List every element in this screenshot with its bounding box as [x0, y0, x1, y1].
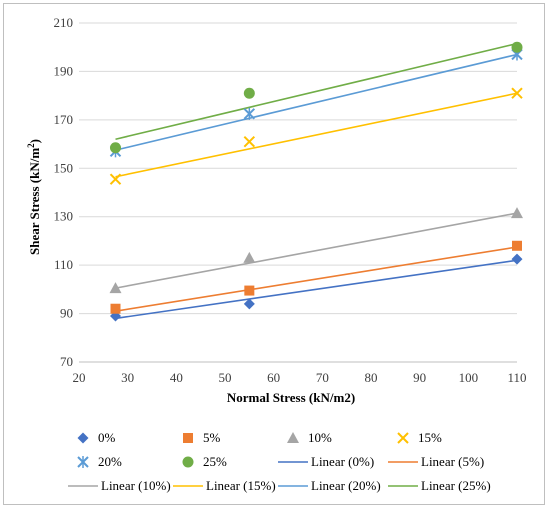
- x-tick-label: 70: [316, 370, 329, 385]
- shear-stress-chart: 70 90 110 130 150 170 190 210 20 30 40 50 60 70 80 90 10…: [26, 15, 527, 493]
- chart-frame: 70 90 110 130 150 170 190 210 20 30 40 50 60 70 80 90 10…: [3, 3, 545, 505]
- data-point: [109, 173, 122, 185]
- legend-label: Linear (10%): [101, 478, 171, 493]
- data-point: [243, 135, 256, 148]
- x-tick-label: 60: [267, 370, 280, 385]
- y-tick-label: 170: [54, 112, 74, 127]
- x-axis-title: Normal Stress (kN/m2): [227, 390, 355, 405]
- grid-lines: [79, 22, 517, 363]
- data-point: [243, 107, 256, 120]
- y-tick-label: 150: [54, 160, 74, 175]
- y-axis-title: Shear Stress (kN/m2): [26, 139, 42, 255]
- legend-marker: [183, 433, 193, 443]
- y-tick-label: 130: [54, 209, 74, 224]
- y-tick-label: 210: [54, 15, 74, 30]
- y-tick-label: 90: [60, 306, 73, 321]
- legend-label: Linear (25%): [421, 478, 491, 493]
- data-point: [511, 253, 523, 265]
- legend-marker: [77, 456, 89, 468]
- data-point: [511, 41, 523, 53]
- x-tick-label: 80: [365, 370, 378, 385]
- y-tick-label: 70: [60, 354, 73, 369]
- x-tick-label: 110: [507, 370, 526, 385]
- data-point: [109, 282, 122, 294]
- trendline: [115, 92, 518, 178]
- trendline: [115, 53, 518, 151]
- trendline: [115, 212, 518, 289]
- data-point: [243, 251, 256, 263]
- legend-marker: [397, 432, 409, 444]
- legend-label: 0%: [98, 430, 116, 445]
- legend-marker: [77, 432, 89, 444]
- legend-label: 20%: [98, 454, 122, 469]
- data-points: [109, 41, 523, 322]
- trendline: [115, 259, 518, 320]
- x-tick-label: 20: [73, 370, 86, 385]
- legend-label: Linear (15%): [206, 478, 276, 493]
- trendline: [115, 42, 518, 141]
- data-point: [243, 87, 255, 99]
- legend-marker: [182, 456, 194, 468]
- x-tick-label: 50: [219, 370, 232, 385]
- data-point: [110, 303, 121, 314]
- trendline: [115, 246, 518, 312]
- data-point: [244, 285, 255, 296]
- data-point: [243, 298, 255, 310]
- y-tick-label: 190: [54, 63, 74, 78]
- x-tick-label: 40: [170, 370, 183, 385]
- x-tick-label: 30: [121, 370, 134, 385]
- data-point: [110, 142, 121, 154]
- legend-label: 15%: [418, 430, 442, 445]
- legend-label: Linear (5%): [421, 454, 484, 469]
- legend-marker: [287, 432, 299, 443]
- x-tick-label: 90: [413, 370, 426, 385]
- data-point: [512, 240, 522, 251]
- legend: 0% 5% 10% 15% 20% 25% Linear (0%) Linear (5%) Li…: [68, 430, 491, 493]
- trendlines: [115, 42, 518, 320]
- data-point: [511, 207, 523, 219]
- x-tick-label: 100: [459, 370, 479, 385]
- y-tick-label: 110: [54, 257, 73, 272]
- axes: 70 90 110 130 150 170 190 210 20 30 40 50 60 70 80 90 10…: [54, 15, 527, 385]
- legend-label: Linear (0%): [311, 454, 374, 469]
- legend-label: 10%: [308, 430, 332, 445]
- legend-label: 25%: [203, 454, 227, 469]
- data-point: [511, 87, 523, 99]
- legend-label: 5%: [203, 430, 221, 445]
- legend-label: Linear (20%): [311, 478, 381, 493]
